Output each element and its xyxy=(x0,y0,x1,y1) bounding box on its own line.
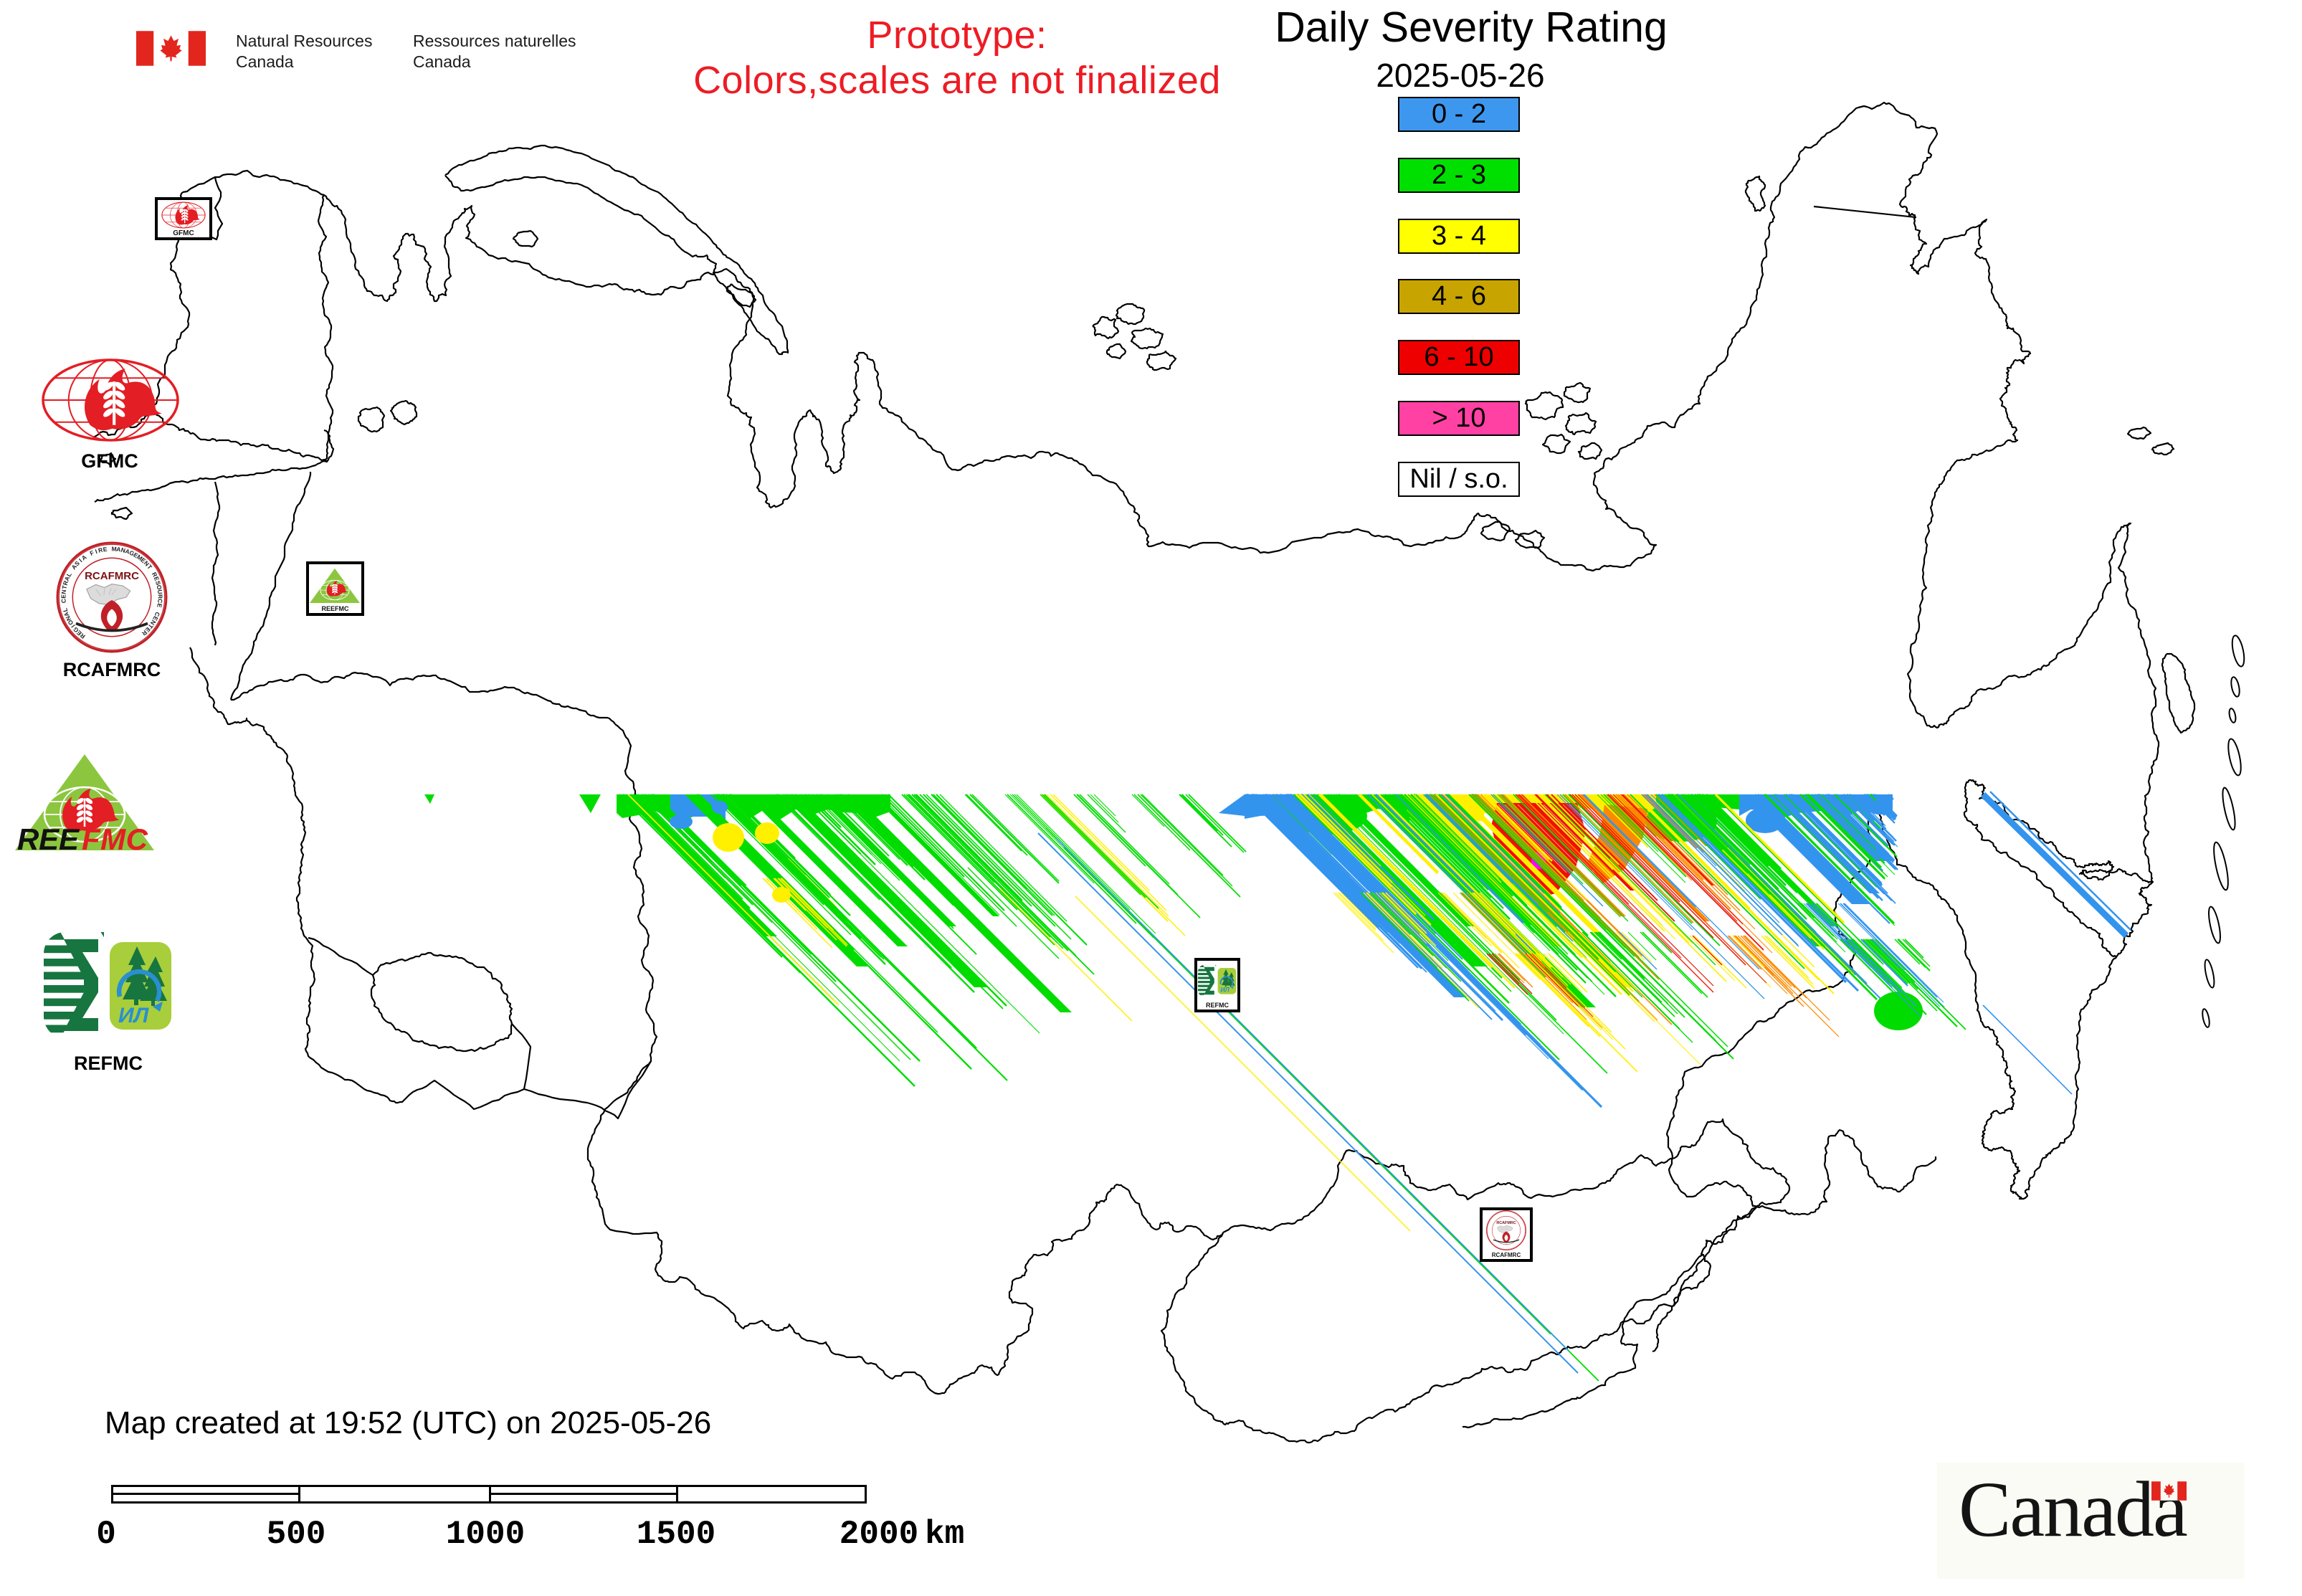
svg-text:L: L xyxy=(65,571,73,578)
svg-text:R: R xyxy=(151,571,159,578)
svg-text:E: E xyxy=(103,546,108,554)
svg-text:F: F xyxy=(89,549,95,557)
svg-text:ИЛ: ИЛ xyxy=(1220,987,1230,994)
svg-text:A: A xyxy=(63,575,72,582)
svg-text:E: E xyxy=(60,594,67,599)
svg-text:E: E xyxy=(133,551,140,560)
svg-text:O: O xyxy=(66,619,75,627)
svg-text:A: A xyxy=(116,546,121,554)
svg-text:R: R xyxy=(141,629,148,637)
svg-text:A: A xyxy=(124,547,130,555)
svg-text:GFMC: GFMC xyxy=(173,229,194,237)
svg-text:R: R xyxy=(97,546,103,554)
svg-text:C: C xyxy=(60,599,67,604)
svg-text:R: R xyxy=(79,632,87,640)
svg-text:R: R xyxy=(157,594,164,599)
svg-text:REEFMC: REEFMC xyxy=(322,605,350,612)
svg-text:RCAFMRC: RCAFMRC xyxy=(1492,1252,1521,1258)
svg-text:G: G xyxy=(128,548,135,557)
svg-text:S: S xyxy=(73,559,81,567)
svg-text:N: N xyxy=(149,619,158,626)
svg-text:I: I xyxy=(94,548,97,555)
svg-text:S: S xyxy=(154,580,162,586)
svg-text:A: A xyxy=(80,554,88,562)
svg-text:N: N xyxy=(60,589,68,594)
svg-text:E: E xyxy=(75,629,83,637)
svg-text:A: A xyxy=(62,611,71,617)
svg-text:M: M xyxy=(111,545,117,552)
svg-text:M: M xyxy=(135,554,144,562)
svg-text:N: N xyxy=(64,615,72,622)
svg-text:T: T xyxy=(60,584,68,590)
svg-text:RCAFMRC: RCAFMRC xyxy=(1496,1221,1516,1225)
svg-text:C: C xyxy=(153,611,162,617)
svg-text:I: I xyxy=(77,557,83,564)
svg-text:T: T xyxy=(146,564,154,571)
svg-text:O: O xyxy=(156,584,163,591)
svg-text:N: N xyxy=(143,559,151,567)
svg-text:ИЛ: ИЛ xyxy=(118,1004,150,1027)
svg-text:U: U xyxy=(156,589,164,594)
svg-text:T: T xyxy=(146,622,155,630)
svg-text:E: E xyxy=(151,615,160,622)
svg-text:I: I xyxy=(70,624,76,630)
svg-text:G: G xyxy=(72,625,80,634)
svg-text:N: N xyxy=(120,546,126,554)
svg-text:L: L xyxy=(61,607,69,613)
svg-text:E: E xyxy=(156,603,163,609)
svg-text:REE: REE xyxy=(17,822,80,856)
svg-text:RCAFMRC: RCAFMRC xyxy=(85,570,139,582)
svg-text:REFMC: REFMC xyxy=(1206,1002,1229,1009)
svg-text:C: C xyxy=(156,599,163,604)
svg-text:A: A xyxy=(70,563,78,571)
svg-text:E: E xyxy=(139,556,147,565)
svg-text:R: R xyxy=(62,580,70,586)
svg-text:FMC: FMC xyxy=(82,822,148,856)
svg-text:E: E xyxy=(143,626,151,634)
svg-text:E: E xyxy=(153,576,161,582)
